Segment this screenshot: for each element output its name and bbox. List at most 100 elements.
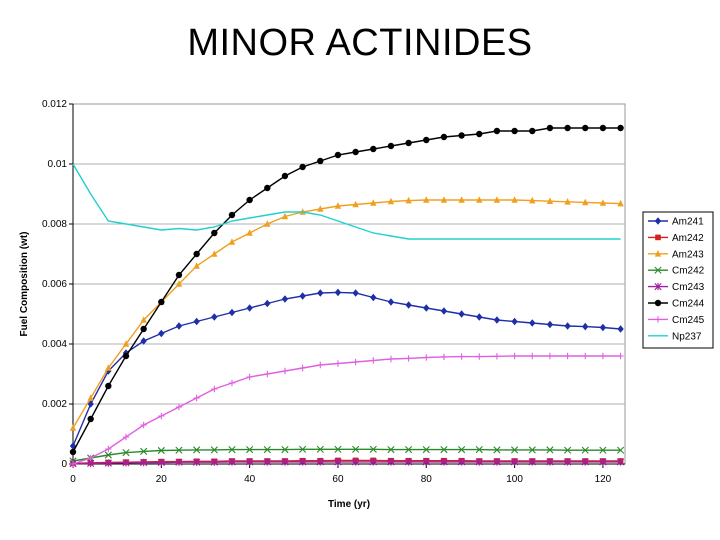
data-point <box>246 196 253 204</box>
data-point <box>529 352 536 360</box>
data-point <box>228 446 236 454</box>
data-point <box>511 352 518 360</box>
data-point <box>334 445 342 453</box>
legend-label: Np237 <box>672 331 702 342</box>
data-point <box>317 289 324 297</box>
data-point <box>617 124 624 132</box>
data-point <box>317 205 324 212</box>
y-tick-label: 0.002 <box>42 399 67 410</box>
data-point <box>105 445 112 453</box>
legend-label: Cm244 <box>672 299 705 310</box>
data-point <box>617 199 624 207</box>
data-point <box>440 446 448 454</box>
series-cm242 <box>69 445 625 465</box>
data-point <box>440 133 448 141</box>
data-point <box>582 124 589 132</box>
data-point <box>157 458 165 467</box>
x-tick-label: 40 <box>244 474 256 485</box>
legend-swatch-marker <box>654 266 662 274</box>
data-point <box>87 394 94 401</box>
data-point <box>582 322 589 331</box>
data-point <box>564 352 571 360</box>
data-point <box>511 196 518 203</box>
series-line <box>72 459 621 465</box>
data-point <box>387 446 395 454</box>
data-point <box>422 458 430 466</box>
gridlines <box>73 163 625 405</box>
data-point <box>281 446 289 454</box>
data-point <box>264 220 271 227</box>
x-tick-label: 120 <box>595 474 612 485</box>
data-point <box>246 373 253 381</box>
data-point <box>87 415 94 423</box>
legend-label: Am241 <box>672 217 704 228</box>
data-point <box>493 458 501 466</box>
data-point <box>387 298 395 306</box>
data-point <box>140 337 147 345</box>
data-point <box>157 446 165 455</box>
data-point <box>140 458 148 467</box>
data-point <box>616 458 625 466</box>
data-point <box>122 459 130 467</box>
data-point <box>334 360 342 367</box>
series-cm244 <box>69 124 624 456</box>
data-point <box>599 352 607 360</box>
data-point <box>528 458 536 466</box>
data-point <box>299 445 307 453</box>
data-point <box>228 458 236 466</box>
series-am243 <box>69 196 624 431</box>
data-point <box>175 446 183 454</box>
data-point <box>246 446 254 454</box>
data-point <box>334 202 342 209</box>
data-point <box>369 445 377 453</box>
data-point <box>140 447 148 455</box>
x-tick-label: 0 <box>70 474 76 485</box>
data-point <box>210 458 218 466</box>
data-point <box>617 325 624 333</box>
data-point <box>316 458 324 466</box>
data-point <box>458 353 465 360</box>
data-point <box>193 458 201 466</box>
data-point <box>317 361 324 369</box>
x-axis-title: Time (yr) <box>328 499 370 510</box>
data-point <box>370 145 377 153</box>
data-point <box>104 451 112 459</box>
data-point <box>546 458 554 466</box>
legend-swatch-marker <box>654 217 662 225</box>
data-point <box>458 132 465 139</box>
data-point <box>423 304 430 312</box>
slide-title: MINOR ACTINIDES <box>187 22 533 64</box>
data-point <box>122 449 130 457</box>
data-point <box>317 157 324 165</box>
data-point <box>193 317 200 326</box>
data-point <box>264 299 271 308</box>
legend-swatch-marker <box>655 234 661 241</box>
y-tick-label: 0 <box>61 459 67 470</box>
data-point <box>387 142 395 150</box>
series-group <box>69 124 625 468</box>
data-point <box>493 196 501 203</box>
data-point <box>334 151 342 159</box>
series-line <box>72 199 621 429</box>
data-point <box>511 458 519 466</box>
data-point <box>228 238 236 245</box>
data-point <box>475 446 483 454</box>
legend-swatch-marker <box>654 299 662 307</box>
data-point <box>529 127 536 135</box>
data-point <box>405 301 412 309</box>
data-point <box>528 446 536 454</box>
data-point <box>175 271 183 279</box>
legend-entry-np237: Np237 <box>648 331 702 342</box>
legend-label: Am242 <box>672 233 704 244</box>
data-point <box>564 458 572 466</box>
data-point <box>564 124 571 132</box>
data-point <box>599 446 607 454</box>
data-point <box>476 313 483 321</box>
data-point <box>193 446 201 454</box>
data-point <box>581 446 589 454</box>
data-point <box>246 304 253 312</box>
data-point <box>493 353 501 360</box>
data-point <box>175 403 183 411</box>
data-point <box>422 446 430 454</box>
data-point <box>140 325 147 333</box>
